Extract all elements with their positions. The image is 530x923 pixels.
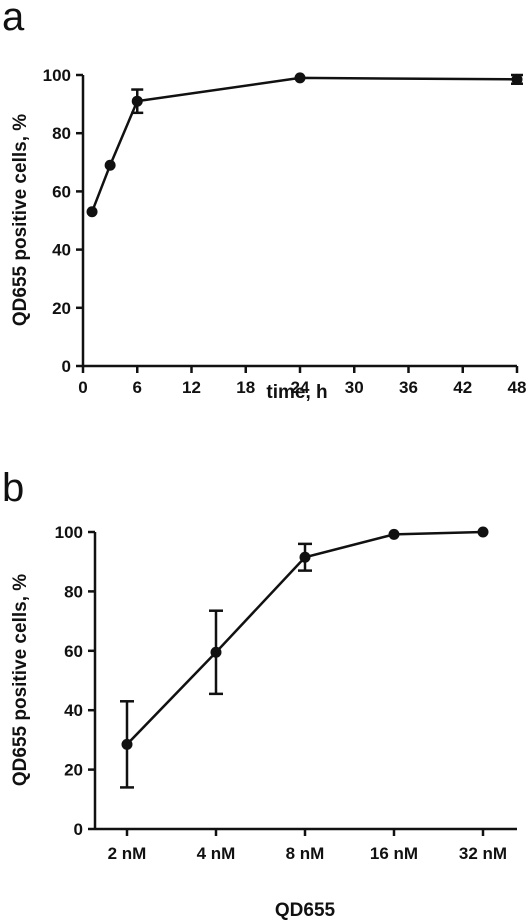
series-line	[90, 76, 518, 213]
x-tick-label: 16 nM	[370, 844, 418, 863]
chart-b-axes	[93, 532, 517, 831]
y-tick-label: 20	[52, 299, 71, 318]
y-tick-label: 80	[64, 582, 83, 601]
chart-b-x-axis-label: QD655	[275, 900, 336, 921]
x-tick-label: 24	[291, 378, 310, 397]
data-point	[294, 72, 306, 84]
data-point	[388, 528, 400, 540]
data-point	[511, 73, 523, 85]
data-point	[86, 206, 98, 218]
x-tick-label: 42	[453, 378, 472, 397]
data-point	[477, 526, 489, 538]
data-point	[104, 159, 116, 171]
data-point	[299, 551, 311, 563]
x-tick-label: 32 nM	[459, 844, 507, 863]
y-tick-label: 80	[52, 124, 71, 143]
y-tick-label: 40	[64, 701, 83, 720]
chart-b-y-ticks: 0 20 40 60 80 100	[55, 523, 95, 839]
chart-b-series	[120, 526, 489, 789]
x-tick-label: 4 nM	[197, 844, 236, 863]
y-tick-label: 60	[52, 182, 71, 201]
chart-a-y-ticks: 0 20 40 60 80 100	[43, 66, 83, 376]
y-tick-label: 100	[55, 523, 83, 542]
chart-a-axes	[81, 75, 517, 368]
x-tick-label: 8 nM	[286, 844, 325, 863]
y-tick-label: 0	[62, 357, 71, 376]
panel-letter-a: a	[2, 0, 25, 39]
x-tick-label: 36	[399, 378, 418, 397]
chart-a-x-ticks: 0 6 12 18 24 30 36 42 48	[78, 366, 526, 397]
chart-a-series	[86, 72, 523, 218]
x-tick-label: 2 nM	[108, 844, 147, 863]
chart-b-x-ticks: 2 nM 4 nM 8 nM 16 nM 32 nM	[108, 829, 507, 863]
y-tick-label: 40	[52, 241, 71, 260]
x-tick-label: 6	[133, 378, 142, 397]
chart-a-y-axis-label: QD655 positive cells, %	[10, 114, 31, 326]
chart-b-y-axis-label: QD655 positive cells, %	[10, 574, 31, 786]
y-tick-label: 20	[64, 761, 83, 780]
y-tick-label: 100	[43, 66, 71, 85]
data-point	[131, 95, 143, 107]
y-tick-label: 60	[64, 642, 83, 661]
x-tick-label: 18	[236, 378, 255, 397]
panel-letter-b: b	[2, 466, 24, 510]
x-tick-label: 12	[182, 378, 201, 397]
chart-b: b 0 20 40 60 80 100 2 nM 4 nM 8 nM 16 nM 32 nM QD…	[2, 466, 517, 921]
y-tick-label: 0	[74, 820, 83, 839]
x-tick-label: 48	[508, 378, 527, 397]
chart-a-x-axis-label: time, h	[266, 382, 327, 403]
x-tick-label: 0	[78, 378, 87, 397]
x-tick-label: 30	[345, 378, 364, 397]
data-point	[121, 738, 133, 750]
data-point	[210, 646, 222, 658]
